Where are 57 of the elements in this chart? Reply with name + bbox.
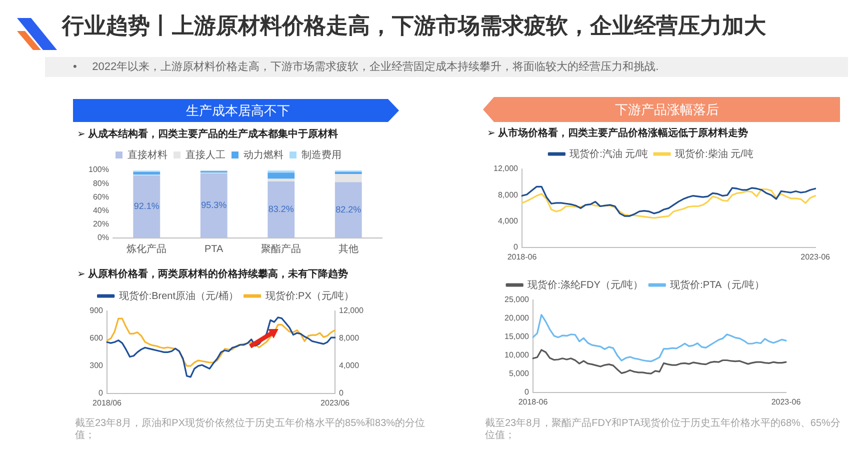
text: • 2022年以来，上游原材料价格走高，下游市场需求疲软，企业经营固定成本持续攀升，将面临较大的经营压力和挑战. (73, 60, 659, 75)
legend-label: 现货价:PTA（元/吨） (670, 278, 764, 291)
chart-subtitle: ➢ 从成本结构看，四类主要产品的生产成本都集中于原材料 (77, 129, 338, 141)
y-tick-label: 20% (92, 220, 109, 229)
chart-subtitle: ➢ 从市场价格看，四类主要产品价格涨幅远低于原材料走势 (487, 128, 748, 140)
y-tick-label: 900 (90, 306, 104, 316)
legend-label: 动力燃料 (244, 148, 284, 161)
y-tick-label: 0 (98, 388, 104, 398)
y-tick-label: 20,000 (504, 314, 530, 323)
x-tick-label: 2018/06 (92, 398, 122, 408)
chart-title: 生产成本居高不下 (186, 103, 290, 118)
text: 行业趋势丨上游原材料价格走高，下游市场需求疲软，企业经营压力加大 (62, 12, 766, 40)
data-label: 95.3% (201, 200, 227, 210)
y-tick-label: 25,000 (504, 295, 530, 304)
legend-label: 现货价:汽油 元/吨 (570, 148, 648, 160)
x-tick-label: 炼化产品 (126, 242, 167, 255)
legend-label: 制造费用 (302, 148, 342, 161)
x-tick-label: 2018-06 (507, 252, 538, 262)
chart-title: 下游产品涨幅落后 (615, 102, 719, 117)
chart-title: ➢ 从原料价格看，两类原材料的价格持续攀高，未有下降趋势 (77, 269, 348, 281)
x-tick-label: PTA (204, 244, 224, 255)
x-tick-label: 2023-06 (771, 397, 802, 406)
y-tick-label: 600 (90, 334, 104, 343)
y-tick-label: 0 (514, 242, 519, 252)
data-label: 83.2% (268, 204, 294, 214)
y-tick-label: 60% (92, 192, 109, 202)
x-tick-label: 聚酯产品 (261, 242, 302, 255)
y2-tick-label: 8,000 (339, 334, 360, 343)
y-tick-label: 8,000 (498, 190, 519, 200)
x-tick-label: 2018-06 (518, 397, 548, 406)
data-label: 92.1% (134, 201, 160, 212)
text: 截至23年8月，原油和PX现货价依然位于历史五年价格水平的85%和83%的分位值； (75, 418, 426, 442)
y-tick-label: 0 (524, 388, 530, 397)
y-tick-label: 10,000 (504, 350, 530, 360)
legend-label: 直接材料 (128, 148, 168, 161)
y-tick-label: 40% (92, 206, 109, 216)
legend-label: 直接人工 (186, 148, 226, 161)
y2-tick-label: 12,000 (339, 306, 364, 316)
y-tick-label: 12,000 (494, 164, 519, 174)
legend-label: 现货价:柴油 元/吨 (675, 148, 754, 160)
y-tick-label: 300 (90, 361, 104, 370)
y-tick-label: 0% (97, 233, 109, 242)
x-tick-label: 2023/06 (320, 398, 350, 408)
legend-label: 现货价:PX（元/吨） (265, 290, 354, 302)
y2-tick-label: 4,000 (339, 361, 360, 370)
y-tick-label: 80% (92, 178, 109, 188)
y-tick-label: 5,000 (508, 369, 530, 378)
legend-label: 现货价:涤纶FDY（元/吨） (528, 278, 644, 291)
x-tick-label: 2023-06 (800, 252, 831, 262)
y-tick-label: 4,000 (498, 216, 519, 226)
text: 截至23年8月，聚酯产品FDY和PTA现货价位于历史五年价格水平的68%、65%分位值； (485, 418, 842, 442)
x-tick-label: 其他 (338, 242, 358, 255)
y-tick-label: 100% (88, 165, 109, 174)
y-tick-label: 15,000 (504, 332, 530, 342)
legend-label: 现货价:Brent原油（元/桶） (118, 290, 238, 302)
y2-tick-label: 0 (339, 388, 344, 398)
data-label: 82.2% (336, 204, 362, 215)
